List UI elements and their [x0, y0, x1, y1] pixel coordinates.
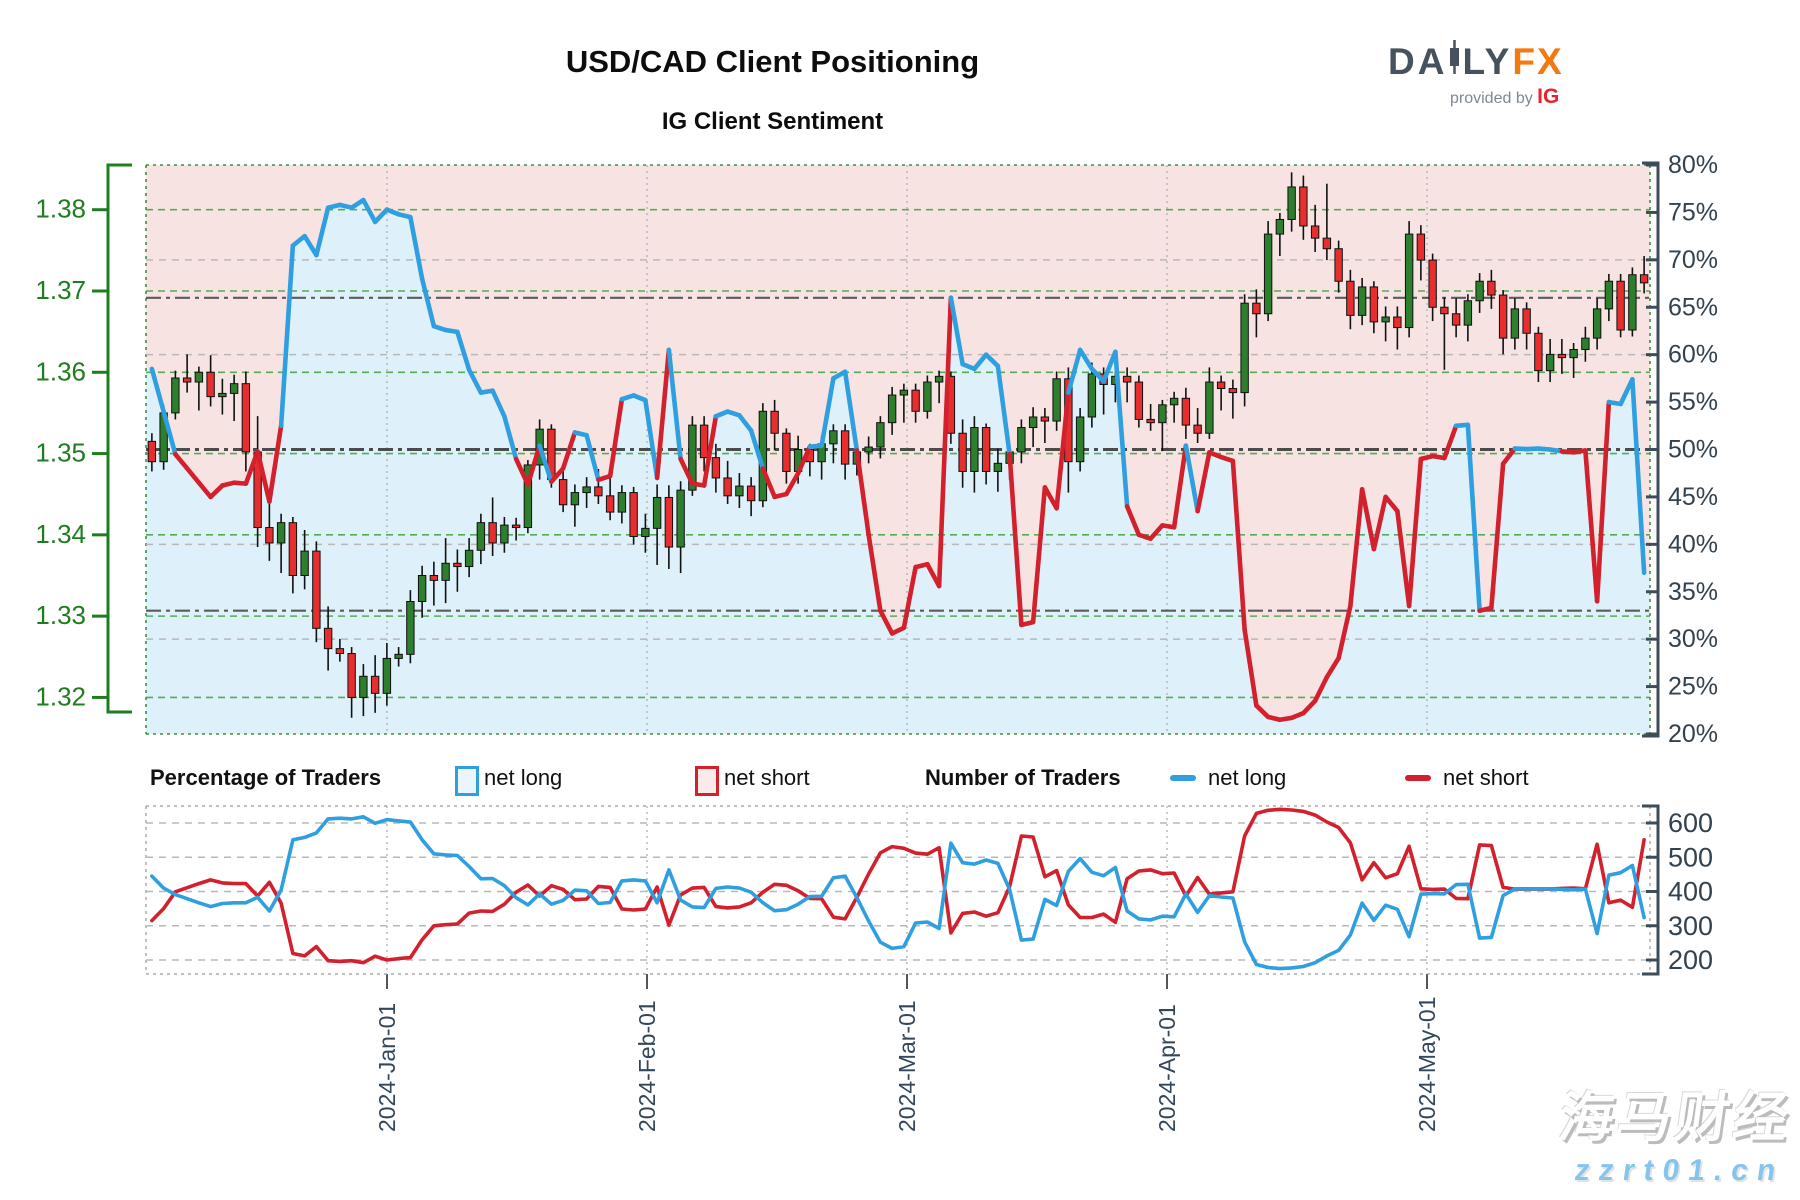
svg-text:65%: 65%: [1668, 293, 1718, 321]
net-short-line-icon: [1405, 775, 1431, 781]
watermark-url: zzrt01.cn: [1572, 1154, 1787, 1187]
dailyfx-logo: DA LYFX provided by IG: [1388, 40, 1648, 109]
svg-text:600: 600: [1668, 808, 1713, 838]
svg-text:70%: 70%: [1668, 246, 1718, 274]
price-axis: 1.38 1.37 1.36 1.35 1.34 1.33 1.32: [35, 163, 132, 714]
net-short-swatch-icon: [695, 766, 719, 796]
svg-text:300: 300: [1668, 911, 1713, 941]
svg-text:1.35: 1.35: [35, 438, 86, 468]
legend-net-long-count: net long: [1208, 765, 1287, 790]
legend-group-percentage: Percentage of Traders: [150, 765, 382, 790]
svg-text:1.33: 1.33: [35, 600, 86, 630]
net-long-line-icon: [1170, 775, 1196, 781]
ig-logo: IG: [1537, 85, 1560, 108]
svg-text:75%: 75%: [1668, 198, 1718, 226]
svg-text:400: 400: [1668, 877, 1713, 907]
watermark-cn: 海马财经: [1555, 1088, 1796, 1148]
svg-text:80%: 80%: [1668, 151, 1718, 179]
date-label: 2024-Apr-01: [1154, 1004, 1180, 1132]
date-label: 2024-Mar-01: [894, 1000, 920, 1132]
svg-text:50%: 50%: [1668, 436, 1718, 464]
date-label: 2024-Feb-01: [634, 1000, 660, 1132]
date-label: 2024-May-01: [1414, 996, 1440, 1132]
logo-text-fx: FX: [1512, 41, 1564, 82]
sentiment-line: [149, 197, 1647, 723]
chart-subtitle: IG Client Sentiment: [661, 108, 884, 135]
logo-text-da: DA: [1388, 41, 1448, 82]
svg-text:45%: 45%: [1668, 483, 1718, 511]
svg-text:1.38: 1.38: [35, 194, 86, 224]
logo-tagline: provided by IG: [1450, 85, 1560, 108]
logo-text-ly: LY: [1462, 41, 1513, 82]
svg-text:500: 500: [1668, 842, 1713, 872]
svg-text:200: 200: [1668, 945, 1713, 975]
svg-text:30%: 30%: [1668, 625, 1718, 653]
date-label: 2024-Jan-01: [374, 1002, 400, 1132]
logo-candlestick-icon: [1450, 40, 1460, 74]
svg-text:25%: 25%: [1668, 673, 1718, 701]
svg-text:55%: 55%: [1668, 388, 1718, 416]
svg-text:40%: 40%: [1668, 530, 1718, 558]
net-long-swatch-icon: [455, 766, 479, 796]
count-axis: 600 500 400 300 200: [1642, 804, 1713, 976]
legend-net-long-pct: net long: [484, 765, 563, 790]
legend-net-short-pct: net short: [724, 765, 810, 790]
svg-text:1.37: 1.37: [35, 275, 86, 305]
candles: [147, 172, 1649, 718]
svg-text:20%: 20%: [1668, 720, 1718, 748]
svg-text:1.34: 1.34: [35, 519, 86, 549]
svg-text:35%: 35%: [1668, 578, 1718, 606]
svg-text:1.32: 1.32: [35, 681, 86, 711]
legend-group-number: Number of Traders: [925, 765, 1121, 790]
watermark: 海马财经 zzrt01.cn: [1550, 1073, 1798, 1188]
page-title: USD/CAD Client Positioning: [565, 44, 980, 79]
legend-net-short-count: net short: [1443, 765, 1529, 790]
pct-axis: 80% 75% 70% 65% 60% 55% 50% 45% 40% 35% 30% 25% 20%: [1642, 151, 1718, 748]
svg-text:60%: 60%: [1668, 341, 1718, 369]
svg-text:1.36: 1.36: [35, 356, 86, 386]
